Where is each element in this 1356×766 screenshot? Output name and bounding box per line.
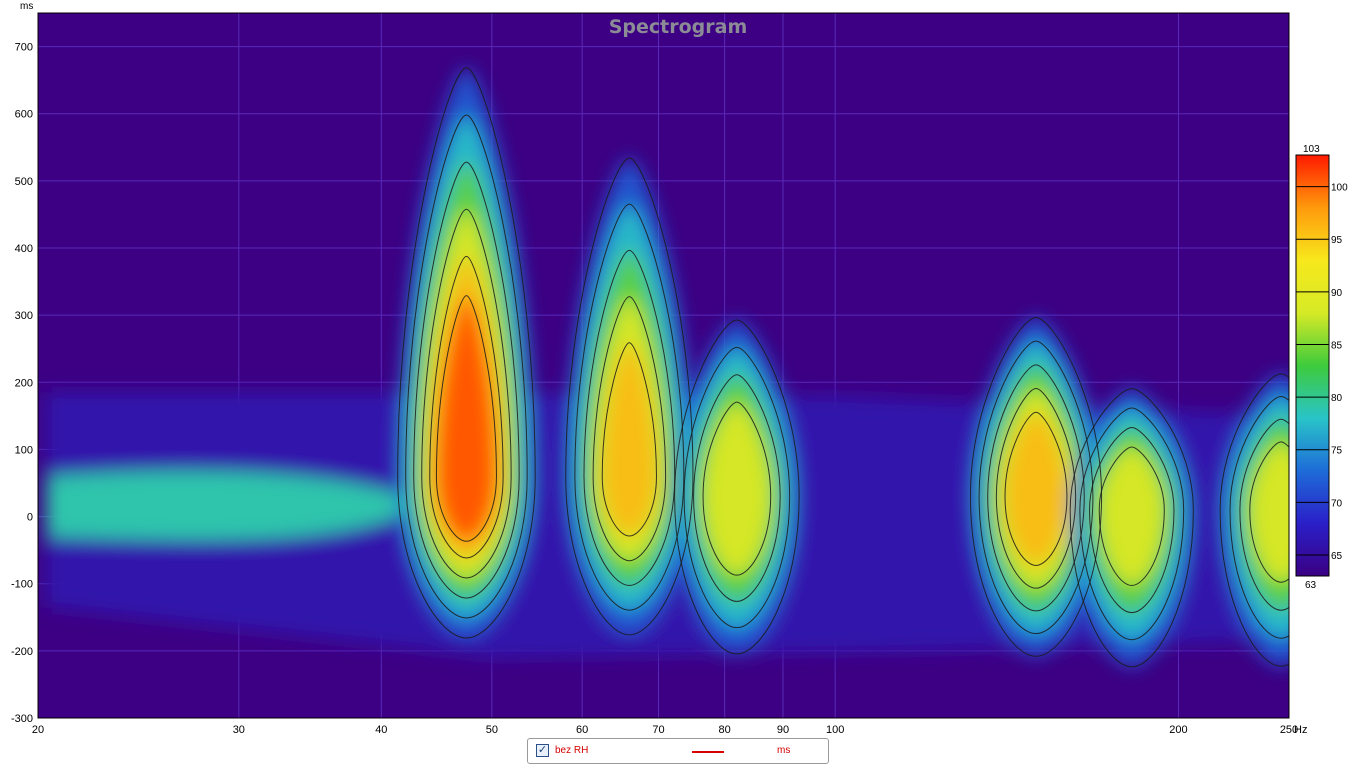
y-tick-label: 500 <box>15 176 33 188</box>
surface-low-fan <box>46 471 429 541</box>
contour-line <box>978 340 1094 635</box>
colorbar-max-label: 103 <box>1303 144 1320 155</box>
contour-line <box>421 208 512 579</box>
contour-line <box>1069 388 1194 668</box>
x-tick-label: 30 <box>233 724 245 736</box>
x-tick-label: 20 <box>32 724 44 736</box>
legend-series-name: bez RH <box>555 745 589 756</box>
x-axis-ticks: 20 30 40 50 60 70 80 90 100 200 250 <box>32 724 1298 736</box>
contour-line <box>592 296 667 562</box>
contour-line <box>405 114 528 619</box>
y-tick-label: 100 <box>15 444 33 456</box>
colorbar-tick-label: 70 <box>1331 498 1343 509</box>
contour-line <box>693 374 781 602</box>
colorbar-tick-label: 95 <box>1331 235 1343 246</box>
contour-line <box>601 342 657 537</box>
peak-group <box>970 317 1102 657</box>
surface-blur-group <box>46 67 1289 667</box>
x-tick-label: 100 <box>826 724 844 736</box>
chart-title: Spectrogram <box>609 16 748 38</box>
peak-group <box>1070 388 1194 667</box>
colorbar-tick-label: 90 <box>1331 288 1343 299</box>
colorbar-tick-label: 85 <box>1331 340 1343 351</box>
y-tick-label: -200 <box>11 646 33 658</box>
y-tick-label: 200 <box>15 377 33 389</box>
colorbar-ticks: 65 70 75 80 85 90 95 100 <box>1296 183 1348 562</box>
legend: ✓ bez RH ms <box>527 738 829 764</box>
contour-line <box>574 203 685 611</box>
y-axis-ticks: -300 -200 -100 0 100 200 300 400 500 600 700 <box>11 42 33 725</box>
y-tick-label: 700 <box>15 42 33 54</box>
contour-line <box>702 401 772 576</box>
contour-line <box>429 255 504 559</box>
contour-line <box>1089 427 1175 614</box>
colorbar-min-label: 63 <box>1305 580 1317 591</box>
spectrogram-surface <box>46 67 1289 667</box>
y-tick-label: 0 <box>27 512 33 524</box>
x-tick-label: 60 <box>576 724 588 736</box>
y-tick-label: -100 <box>11 579 33 591</box>
contour-line <box>1079 407 1185 641</box>
x-tick-label: 80 <box>719 724 731 736</box>
contour-line <box>1229 396 1289 639</box>
peak-group <box>674 319 800 654</box>
contour-lines <box>397 67 1289 668</box>
contour-line <box>435 295 497 542</box>
x-tick-label: 90 <box>777 724 789 736</box>
legend-line-swatch <box>692 751 724 753</box>
x-tick-label: 70 <box>652 724 664 736</box>
contour-line <box>683 346 791 629</box>
contour-line <box>1249 441 1289 583</box>
contour-line <box>1239 418 1289 611</box>
y-tick-label: -300 <box>11 713 33 725</box>
colorbar <box>1295 154 1330 577</box>
colorbar-tick-label: 100 <box>1331 183 1348 194</box>
surface-level <box>1005 412 1067 566</box>
contour-line <box>674 319 800 655</box>
contour-line <box>413 161 520 599</box>
x-tick-label: 40 <box>375 724 387 736</box>
surface-level <box>1249 441 1289 583</box>
contour-line <box>1004 411 1068 566</box>
y-axis-unit: ms <box>20 1 33 12</box>
contour-line <box>565 157 694 636</box>
x-tick-label: 250 <box>1280 724 1298 736</box>
surface-level <box>602 342 657 536</box>
peak-group <box>397 67 536 638</box>
surface-level <box>436 295 497 542</box>
contour-line <box>1219 373 1289 667</box>
contour-line <box>397 67 536 639</box>
y-tick-label: 400 <box>15 243 33 255</box>
peak-group <box>1220 373 1289 667</box>
colorbar-tick-label: 75 <box>1331 446 1343 457</box>
x-tick-label: 200 <box>1169 724 1187 736</box>
x-axis-unit: Hz <box>1294 724 1307 736</box>
colorbar-tick-label: 65 <box>1331 551 1343 562</box>
colorbar-tick-label: 80 <box>1331 393 1343 404</box>
contour-line <box>1098 446 1165 587</box>
legend-units: ms <box>777 745 791 756</box>
plot-frame <box>37 12 1290 719</box>
contour-line <box>987 364 1085 612</box>
x-tick-label: 50 <box>486 724 498 736</box>
legend-checkbox[interactable]: ✓ <box>536 744 549 757</box>
y-tick-label: 600 <box>15 109 33 121</box>
y-tick-label: 300 <box>15 310 33 322</box>
contour-line <box>583 249 676 586</box>
contour-line <box>969 317 1103 657</box>
contour-line <box>995 388 1077 589</box>
surface-level <box>703 402 771 576</box>
surface-level <box>1099 447 1165 586</box>
